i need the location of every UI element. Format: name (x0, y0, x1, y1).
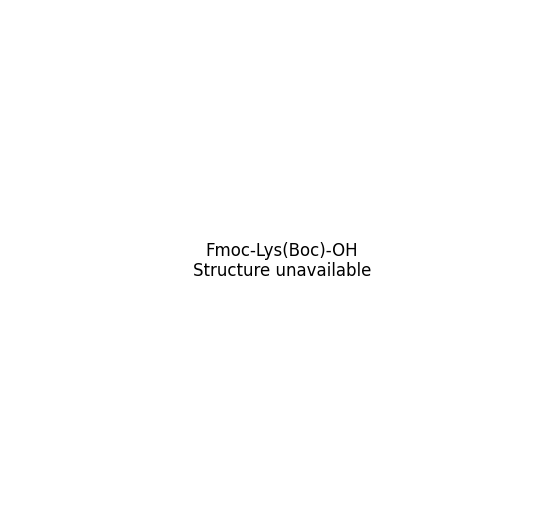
Text: Fmoc-Lys(Boc)-OH
Structure unavailable: Fmoc-Lys(Boc)-OH Structure unavailable (192, 241, 371, 281)
